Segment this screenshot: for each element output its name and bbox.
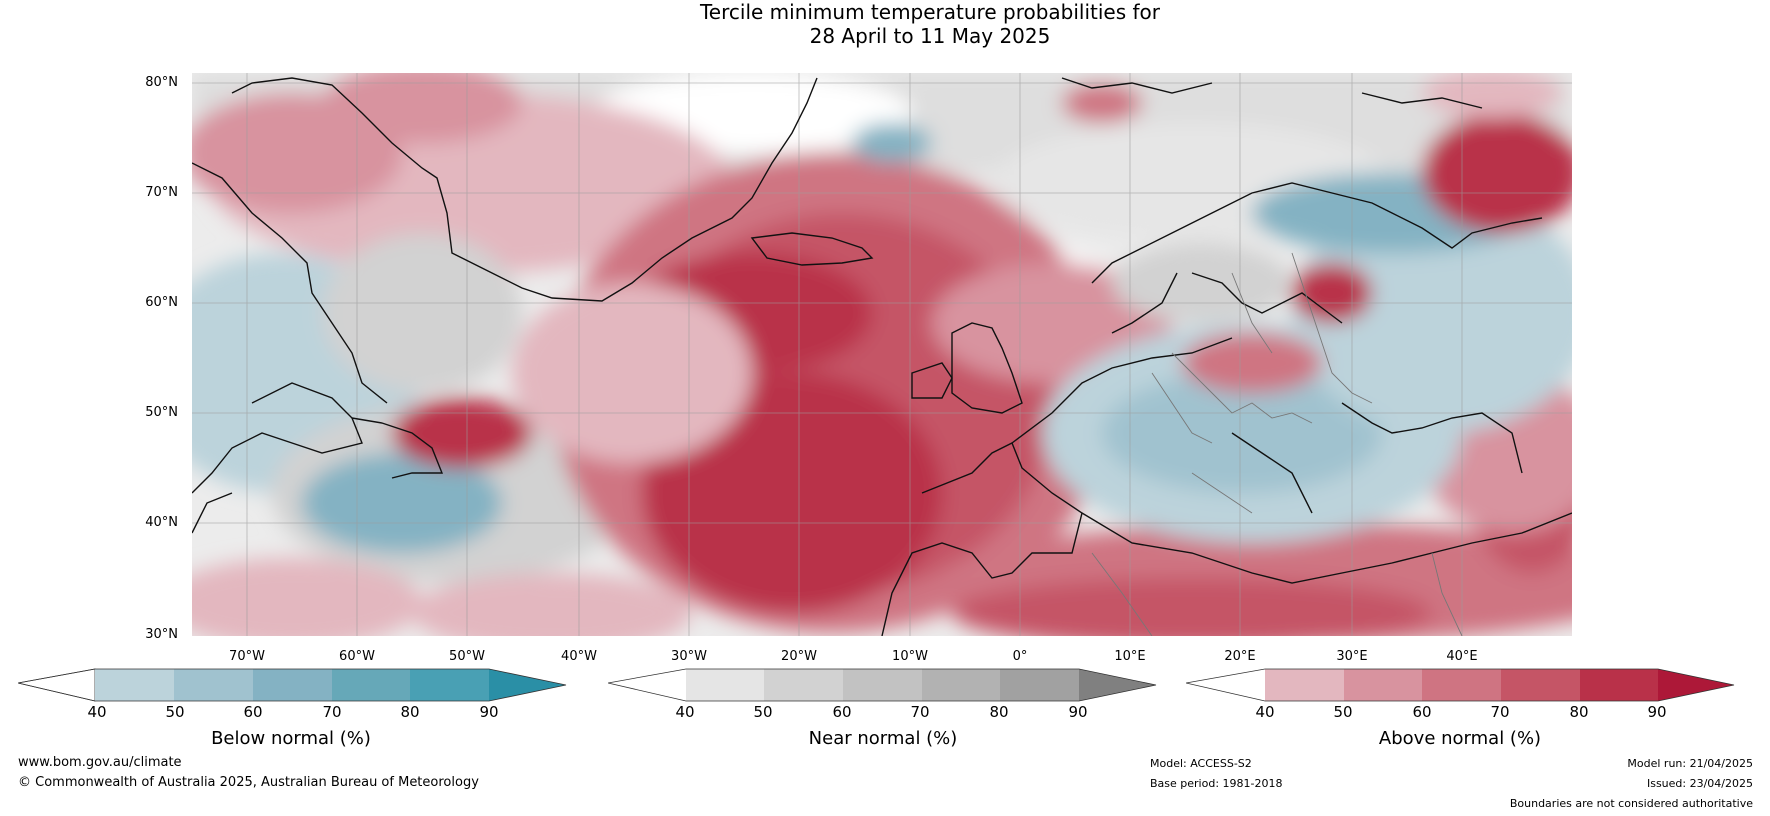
colorbar-below-normal-swatches: [17, 668, 567, 702]
lon-label-30w: 30°W: [671, 649, 707, 664]
lat-label-80: 80°N: [145, 75, 178, 90]
cb-near-bin-70-80: [922, 669, 1000, 701]
lat-label-70: 70°N: [145, 185, 178, 200]
colorbar-above-normal-swatches: [1185, 668, 1735, 702]
cb-near-label: Near normal (%): [808, 728, 958, 749]
lon-label-20w: 20°W: [781, 649, 817, 664]
footer-copyright: © Commonwealth of Australia 2025, Austra…: [18, 775, 479, 790]
footer-model-run: Model run: 21/04/2025: [1627, 757, 1753, 770]
cb-above-bin-80-90: [1580, 669, 1658, 701]
cb-near-bin-80-90: [1000, 669, 1079, 701]
cb-below-tick-70: 70: [322, 703, 342, 721]
lat-label-60: 60°N: [145, 295, 178, 310]
lon-label-10e: 10°E: [1114, 649, 1146, 664]
lon-label-60w: 60°W: [339, 649, 375, 664]
borders: [1091, 252, 1463, 636]
lat-label-40: 40°N: [145, 515, 178, 530]
cb-below-bin-50-60: [174, 669, 253, 701]
cb-below-tick-80: 80: [400, 703, 420, 721]
colorbar-near-normal: 40 50 60 70 80 90 Near normal (%): [607, 668, 1158, 768]
cb-near-tick-80: 80: [989, 703, 1009, 721]
cb-above-tick-50: 50: [1333, 703, 1353, 721]
lon-label-50w: 50°W: [449, 649, 485, 664]
footer-issued: Issued: 23/04/2025: [1646, 777, 1753, 790]
cb-below-bin-40-50: [95, 669, 174, 701]
colorbar-below-normal: 40 50 60 70 80 90 Below normal (%): [17, 668, 568, 768]
cb-below-tick-90: 90: [479, 703, 499, 721]
cb-above-bin-50-60: [1344, 669, 1422, 701]
cb-above-tick-70: 70: [1490, 703, 1510, 721]
probability-field: [192, 73, 1572, 636]
cb-above-over-arrow: [1658, 669, 1734, 701]
cb-below-tick-60: 60: [243, 703, 263, 721]
map-canvas: [192, 73, 1572, 636]
cb-near-tick-50: 50: [753, 703, 773, 721]
colorbar-above-normal: 40 50 60 70 80 90 Above normal (%): [1185, 668, 1736, 768]
cb-above-under-arrow: [1186, 669, 1265, 701]
cb-above-bin-70-80: [1501, 669, 1580, 701]
cb-below-bin-60-70: [253, 669, 332, 701]
cb-near-bin-40-50: [686, 669, 764, 701]
lon-label-30e: 30°E: [1336, 649, 1368, 664]
lon-label-10w: 10°W: [892, 649, 928, 664]
lat-label-30: 30°N: [145, 627, 178, 642]
lon-label-20e: 20°E: [1224, 649, 1256, 664]
cb-near-tick-90: 90: [1068, 703, 1088, 721]
title-line-2: 28 April to 11 May 2025: [809, 24, 1051, 48]
footer-website: www.bom.gov.au/climate: [18, 755, 182, 770]
title-line-1: Tercile minimum temperature probabilitie…: [699, 0, 1161, 24]
coastlines: [192, 77, 1572, 636]
lon-label-40w: 40°W: [561, 649, 597, 664]
cb-above-tick-90: 90: [1647, 703, 1667, 721]
footer-model: Model: ACCESS-S2: [1150, 757, 1252, 770]
lon-label-0: 0°: [1012, 649, 1028, 664]
cb-near-bin-60-70: [843, 669, 922, 701]
cb-below-under-arrow: [17, 668, 96, 702]
cb-near-tick-60: 60: [832, 703, 852, 721]
cb-above-tick-80: 80: [1569, 703, 1589, 721]
cb-near-tick-70: 70: [910, 703, 930, 721]
cb-above-bin-60-70: [1422, 669, 1501, 701]
lon-label-70w: 70°W: [229, 649, 265, 664]
cb-above-tick-60: 60: [1412, 703, 1432, 721]
footer-disclaimer: Boundaries are not considered authoritat…: [1509, 797, 1753, 810]
cb-near-under-arrow: [608, 669, 686, 701]
cb-below-label: Below normal (%): [211, 728, 371, 749]
cb-above-tick-40: 40: [1255, 703, 1275, 721]
probability-map: [192, 73, 1572, 636]
cb-above-label: Above normal (%): [1378, 728, 1542, 749]
cb-below-over-arrow: [489, 669, 566, 701]
cb-below-bin-70-80: [332, 669, 410, 701]
cb-near-over-arrow: [1079, 669, 1156, 701]
cb-below-bin-80-90: [410, 669, 489, 701]
footer-base-period: Base period: 1981-2018: [1150, 777, 1283, 790]
cb-above-bin-40-50: [1265, 669, 1344, 701]
cb-near-tick-40: 40: [675, 703, 695, 721]
cb-below-tick-40: 40: [87, 703, 107, 721]
map-title: Tercile minimum temperature probabilitie…: [0, 0, 1770, 48]
cb-below-tick-50: 50: [165, 703, 185, 721]
cb-near-bin-50-60: [764, 669, 843, 701]
colorbar-near-normal-swatches: [607, 668, 1157, 702]
lat-label-50: 50°N: [145, 405, 178, 420]
lon-label-40e: 40°E: [1446, 649, 1478, 664]
